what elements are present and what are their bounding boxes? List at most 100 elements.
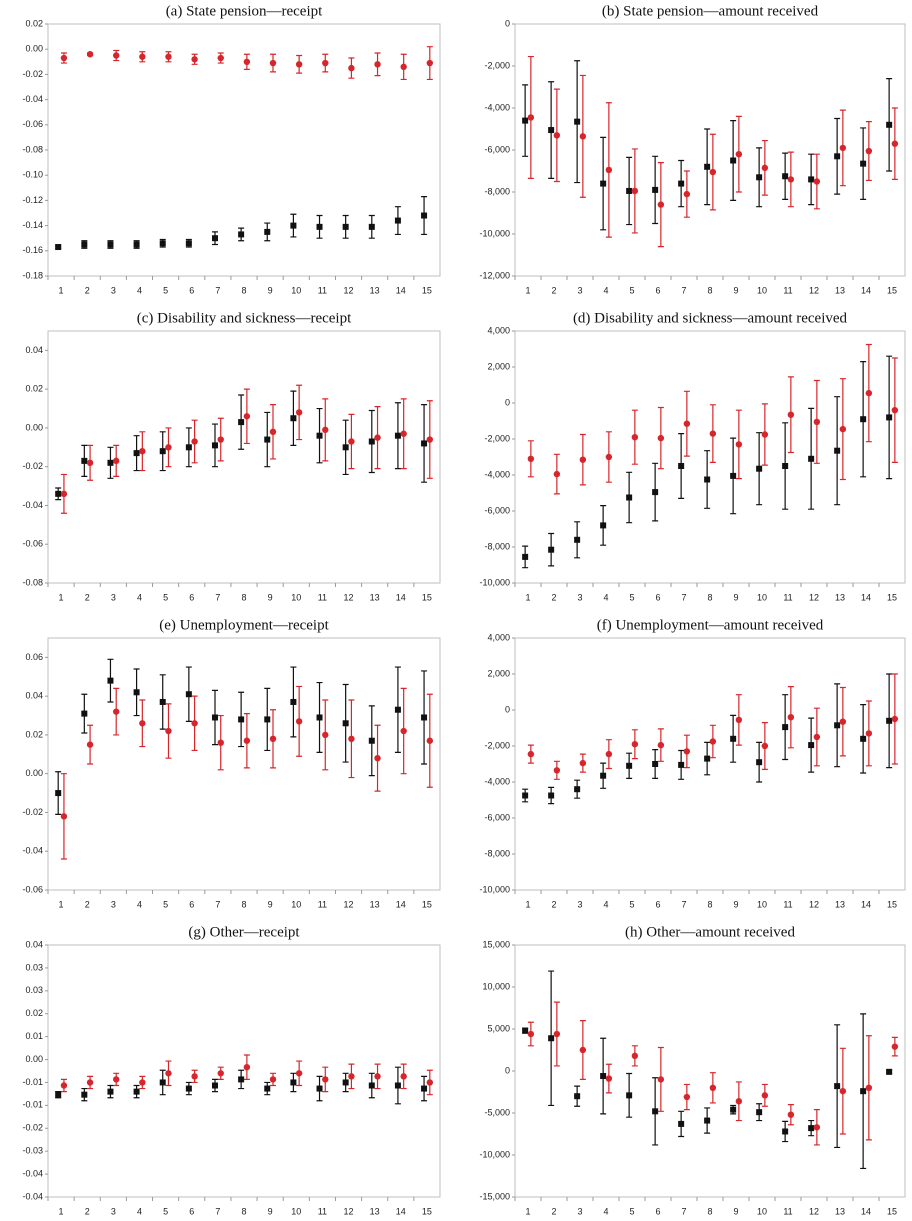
marker bbox=[374, 434, 381, 441]
x-tick-label: 11 bbox=[783, 899, 792, 909]
y-tick-label: 5,000 bbox=[487, 1023, 510, 1033]
marker bbox=[522, 792, 529, 799]
marker bbox=[348, 1073, 355, 1080]
marker bbox=[159, 1079, 166, 1086]
marker bbox=[761, 742, 769, 750]
marker bbox=[426, 737, 434, 744]
marker bbox=[860, 160, 867, 167]
marker bbox=[394, 432, 401, 439]
x-tick-label: 9 bbox=[733, 592, 738, 602]
marker bbox=[886, 414, 893, 421]
y-tick-label: -8,000 bbox=[484, 541, 510, 551]
marker bbox=[342, 1079, 349, 1086]
marker bbox=[548, 127, 555, 134]
x-tick-label: 12 bbox=[809, 285, 819, 295]
y-tick-label: -0.02 bbox=[22, 807, 43, 817]
x-tick-label: 2 bbox=[85, 899, 90, 909]
y-tick-label: 15,000 bbox=[482, 939, 510, 949]
y-tick-label: 0 bbox=[505, 18, 510, 28]
y-tick-label: -0.04 bbox=[22, 846, 43, 856]
marker bbox=[133, 689, 140, 696]
marker bbox=[113, 1076, 120, 1083]
y-tick-label: -0.06 bbox=[22, 539, 43, 549]
y-tick-label: -0.12 bbox=[22, 195, 43, 205]
marker bbox=[574, 536, 581, 543]
marker bbox=[787, 411, 795, 418]
y-tick-label: -0.03 bbox=[22, 1146, 43, 1156]
marker bbox=[107, 459, 114, 466]
y-tick-label: 0.04 bbox=[25, 691, 43, 701]
x-tick-label: 9 bbox=[733, 285, 738, 295]
marker bbox=[86, 459, 94, 467]
x-tick-label: 7 bbox=[215, 285, 220, 295]
y-tick-label: -0.01 bbox=[22, 1100, 43, 1110]
y-tick-label: -0.04 bbox=[22, 94, 43, 104]
y-tick-label: -6,000 bbox=[484, 144, 510, 154]
marker bbox=[211, 714, 218, 721]
x-tick-label: 3 bbox=[111, 285, 116, 295]
marker bbox=[574, 1093, 581, 1100]
marker bbox=[81, 1091, 88, 1098]
marker bbox=[553, 132, 561, 139]
marker bbox=[886, 121, 893, 128]
marker bbox=[342, 720, 349, 727]
marker bbox=[342, 223, 349, 230]
marker bbox=[605, 453, 613, 461]
y-tick-label: -8,000 bbox=[484, 848, 510, 858]
x-tick-label: 14 bbox=[861, 899, 871, 909]
x-tick-label: 7 bbox=[215, 1206, 220, 1216]
marker bbox=[761, 431, 769, 438]
marker bbox=[400, 63, 407, 71]
marker bbox=[808, 742, 815, 749]
marker bbox=[761, 1092, 769, 1099]
marker bbox=[217, 739, 224, 746]
x-tick-label: 2 bbox=[551, 899, 556, 909]
marker bbox=[295, 718, 303, 725]
x-tick-label: 13 bbox=[370, 592, 380, 602]
x-tick-label: 12 bbox=[344, 592, 354, 602]
marker bbox=[605, 1075, 613, 1082]
marker bbox=[113, 457, 120, 465]
marker bbox=[813, 418, 821, 426]
x-tick-label: 8 bbox=[241, 899, 246, 909]
x-tick-label: 10 bbox=[291, 592, 301, 602]
x-tick-label: 7 bbox=[681, 899, 686, 909]
marker bbox=[322, 731, 329, 739]
panel-title: (c) Disability and sickness—receipt bbox=[137, 310, 352, 326]
y-tick-label: 0.04 bbox=[25, 939, 43, 949]
marker bbox=[374, 1073, 381, 1080]
marker bbox=[600, 180, 607, 187]
x-tick-label: 14 bbox=[396, 285, 406, 295]
marker bbox=[579, 1046, 587, 1054]
marker bbox=[165, 727, 172, 735]
marker bbox=[756, 174, 763, 181]
marker bbox=[678, 761, 685, 768]
marker bbox=[813, 1124, 821, 1131]
panel-title: (a) State pension—receipt bbox=[166, 3, 323, 19]
x-tick-label: 1 bbox=[59, 592, 64, 602]
x-tick-label: 11 bbox=[783, 1206, 792, 1216]
marker bbox=[865, 730, 873, 737]
y-tick-label: 4,000 bbox=[487, 325, 510, 335]
plot-frame bbox=[47, 944, 441, 1198]
marker bbox=[295, 409, 303, 416]
y-tick-label: -0.06 bbox=[22, 884, 43, 894]
marker bbox=[626, 1092, 633, 1099]
marker bbox=[834, 722, 841, 729]
marker bbox=[191, 720, 198, 727]
marker bbox=[165, 444, 172, 451]
x-tick-label: 12 bbox=[344, 1206, 354, 1216]
y-tick-label: 0.00 bbox=[25, 44, 43, 54]
marker bbox=[264, 436, 271, 443]
marker bbox=[290, 1079, 297, 1086]
x-tick-label: 14 bbox=[861, 1206, 871, 1216]
x-tick-label: 15 bbox=[887, 592, 897, 602]
marker bbox=[626, 762, 633, 769]
marker bbox=[782, 173, 789, 180]
y-tick-label: 0.03 bbox=[25, 985, 43, 995]
marker bbox=[626, 494, 633, 501]
marker bbox=[185, 444, 192, 451]
x-tick-label: 4 bbox=[603, 592, 608, 602]
y-tick-label: -0.02 bbox=[22, 461, 43, 471]
marker bbox=[217, 54, 224, 62]
